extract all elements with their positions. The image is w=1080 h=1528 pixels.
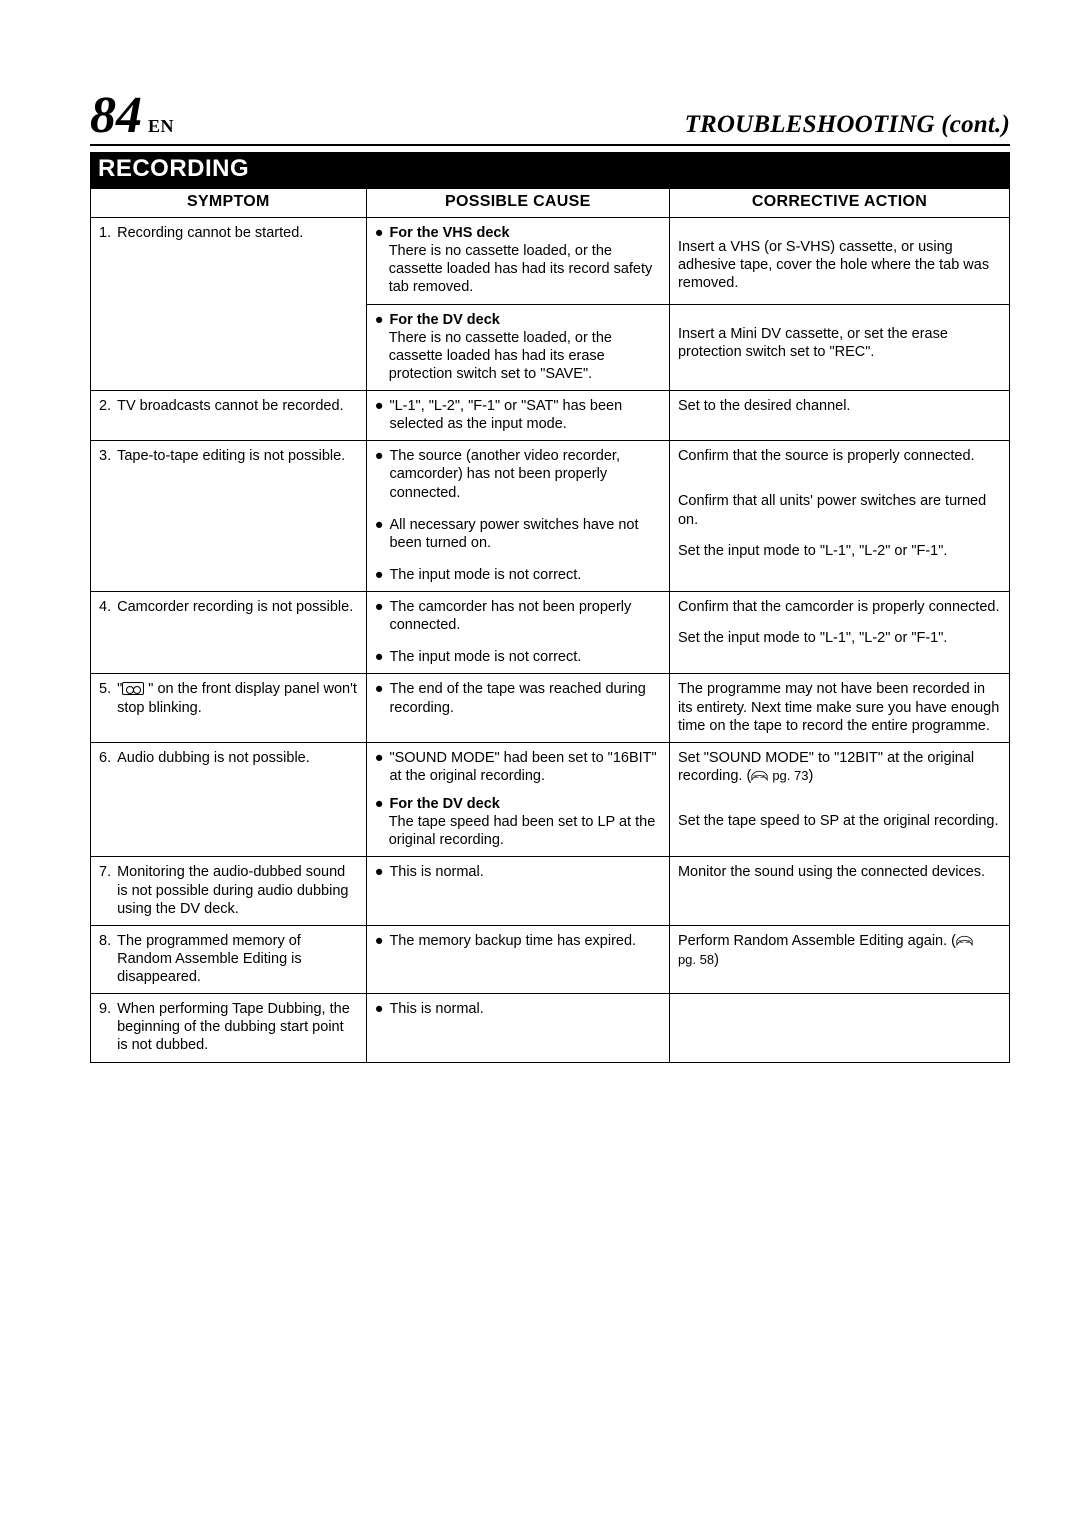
symptom-text: 8. The programmed memory of Random Assem… <box>99 932 358 986</box>
page-title: TROUBLESHOOTING (cont.) <box>685 111 1010 139</box>
symptom-text: 3. Tape-to-tape editing is not possible. <box>99 447 358 465</box>
action-text: Insert a Mini DV cassette, or set the er… <box>678 325 1001 361</box>
action-empty <box>669 994 1009 1062</box>
cassette-icon <box>122 682 144 695</box>
action-text: Perform Random Assemble Editing again. (… <box>678 932 1001 969</box>
symptom-text: 6. Audio dubbing is not possible. <box>99 749 358 767</box>
action-list: Confirm that the source is properly conn… <box>678 447 1001 560</box>
cause-text: ●The end of the tape was reached during … <box>375 680 661 716</box>
symptom-text: 1. Recording cannot be started. <box>99 224 358 242</box>
cause-block: ●For the VHS deck There is no cassette l… <box>375 224 661 297</box>
table-row: 5. " " on the front display panel won't … <box>91 674 1010 742</box>
table-row: 4. Camcorder recording is not possible. … <box>91 592 1010 674</box>
table-row: 3. Tape-to-tape editing is not possible.… <box>91 441 1010 592</box>
table-row: 1. Recording cannot be started. ●For the… <box>91 218 1010 305</box>
page-number: 84 <box>90 90 142 142</box>
cause-text: ●This is normal. <box>375 1000 661 1018</box>
action-list: Confirm that the camcorder is properly c… <box>678 598 1001 647</box>
action-text: Monitor the sound using the connected de… <box>669 857 1009 925</box>
cause-list: ●The source (another video recorder, cam… <box>375 447 661 584</box>
table-row: 6. Audio dubbing is not possible. ●"SOUN… <box>91 742 1010 857</box>
symptom-text: 9. When performing Tape Dubbing, the beg… <box>99 1000 358 1054</box>
page-ref-icon <box>956 933 973 951</box>
table-row: 7. Monitoring the audio-dubbed sound is … <box>91 857 1010 925</box>
troubleshooting-table: SYMPTOM POSSIBLE CAUSE CORRECTIVE ACTION… <box>90 188 1010 1063</box>
table-header-row: SYMPTOM POSSIBLE CAUSE CORRECTIVE ACTION <box>91 189 1010 218</box>
page-ref-icon <box>751 768 768 786</box>
action-list: Set "SOUND MODE" to "12BIT" at the origi… <box>678 749 1001 830</box>
header-cause: POSSIBLE CAUSE <box>366 189 669 218</box>
header-action: CORRECTIVE ACTION <box>669 189 1009 218</box>
symptom-text: 7. Monitoring the audio-dubbed sound is … <box>99 863 358 917</box>
page-lang: EN <box>148 116 174 137</box>
table-row: 8. The programmed memory of Random Assem… <box>91 925 1010 993</box>
symptom-text: 4. Camcorder recording is not possible. <box>99 598 358 616</box>
action-text: The programme may not have been recorded… <box>669 674 1009 742</box>
cause-text: ●The memory backup time has expired. <box>375 932 661 950</box>
cause-list: ●The camcorder has not been properly con… <box>375 598 661 666</box>
cause-list: ●"SOUND MODE" had been set to "16BIT" at… <box>375 749 661 850</box>
header-symptom: SYMPTOM <box>91 189 367 218</box>
section-title: RECORDING <box>90 152 1010 188</box>
cause-text: ●This is normal. <box>375 863 661 881</box>
page-number-block: 84 EN <box>90 90 174 142</box>
action-text: Set to the desired channel. <box>669 391 1009 441</box>
table-row: 9. When performing Tape Dubbing, the beg… <box>91 994 1010 1062</box>
symptom-text: 2. TV broadcasts cannot be recorded. <box>99 397 358 415</box>
table-row: 2. TV broadcasts cannot be recorded. ●"L… <box>91 391 1010 441</box>
cause-block: ●For the DV deck There is no cassette lo… <box>375 311 661 384</box>
cause-text: ●"L-1", "L-2", "F-1" or "SAT" has been s… <box>375 397 661 433</box>
action-text: Insert a VHS (or S-VHS) cassette, or usi… <box>678 238 1001 292</box>
page-header: 84 EN TROUBLESHOOTING (cont.) <box>90 90 1010 146</box>
symptom-text: 5. " " on the front display panel won't … <box>99 680 358 716</box>
